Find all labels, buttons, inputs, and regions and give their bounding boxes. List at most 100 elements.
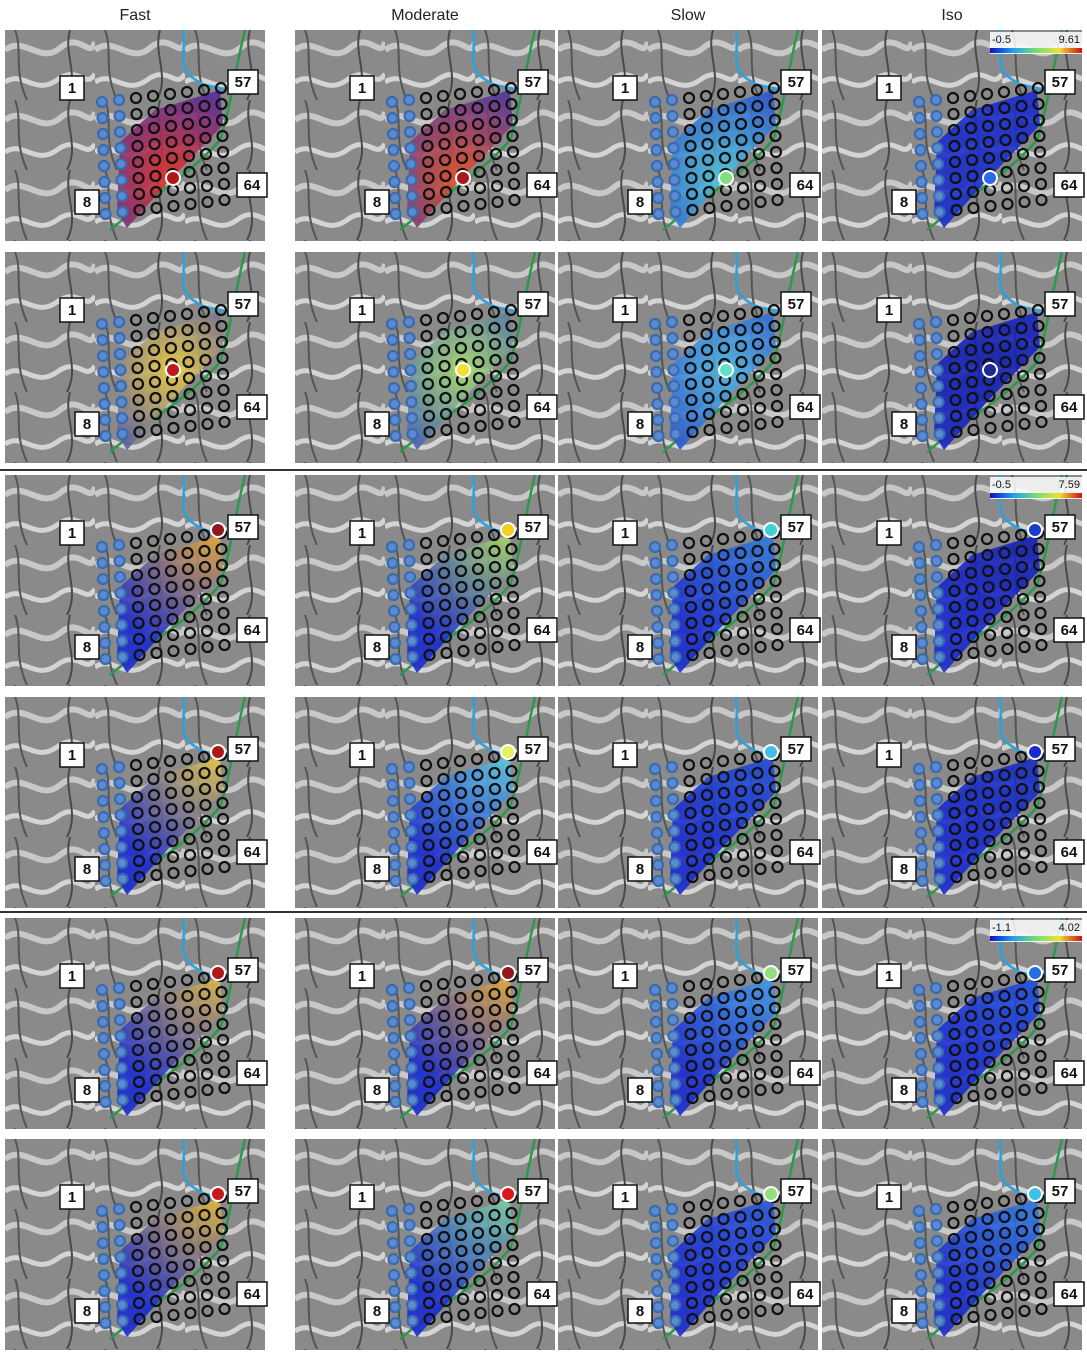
- electrode: [100, 415, 110, 425]
- electrode: [406, 1047, 416, 1057]
- electrode: [653, 399, 663, 409]
- electrode-label: 57: [1052, 74, 1069, 91]
- electrode: [918, 209, 928, 219]
- electrode: [99, 828, 109, 838]
- electrode-label: 8: [636, 1303, 644, 1320]
- column-header: Slow: [671, 7, 706, 24]
- electrode: [101, 1318, 111, 1328]
- colorbar-min: -1.1: [992, 922, 1011, 934]
- electrode: [935, 207, 945, 217]
- peak-electrode: [719, 363, 733, 377]
- electrode: [935, 429, 945, 439]
- electrode: [408, 1316, 418, 1326]
- electrode: [387, 985, 397, 995]
- electrode: [671, 1095, 681, 1105]
- electrode: [917, 1286, 927, 1296]
- electrode: [917, 1065, 927, 1075]
- electrode: [406, 365, 416, 375]
- electrode: [406, 1268, 416, 1278]
- electrode: [405, 778, 415, 788]
- electrode: [932, 333, 942, 343]
- electrode: [668, 1220, 678, 1230]
- electrode: [667, 762, 677, 772]
- electrode: [914, 97, 924, 107]
- electrode: [407, 1284, 417, 1294]
- electrode: [117, 191, 127, 201]
- electrode-label: 1: [885, 302, 893, 319]
- electrode: [387, 319, 397, 329]
- electrode: [671, 874, 681, 884]
- electrode: [117, 175, 127, 185]
- electrode: [389, 828, 399, 838]
- electrode: [114, 762, 124, 772]
- electrode: [668, 556, 678, 566]
- colorbar-min: -0.5: [992, 479, 1011, 491]
- electrode: [115, 1015, 125, 1025]
- electrode: [98, 129, 108, 139]
- electrode: [653, 1286, 663, 1296]
- electrode: [116, 1252, 126, 1262]
- electrode: [388, 113, 398, 123]
- electrode: [652, 1270, 662, 1280]
- electrode: [116, 588, 126, 598]
- electrode: [404, 762, 414, 772]
- electrode-label: 1: [68, 80, 76, 97]
- electrode: [387, 1206, 397, 1216]
- electrode-label: 8: [636, 1082, 644, 1099]
- electrode: [117, 397, 127, 407]
- electrode: [390, 860, 400, 870]
- electrode: [652, 606, 662, 616]
- electrode: [650, 542, 660, 552]
- electrode: [405, 127, 415, 137]
- electrode-label: 1: [621, 80, 629, 97]
- electrode: [99, 383, 109, 393]
- electrode-label: 8: [83, 1303, 91, 1320]
- electrode: [931, 983, 941, 993]
- electrode: [97, 764, 107, 774]
- electrode: [408, 874, 418, 884]
- electrode: [917, 415, 927, 425]
- electrode: [407, 1063, 417, 1073]
- electrode: [116, 1047, 126, 1057]
- electrode: [917, 399, 927, 409]
- electrode: [117, 636, 127, 646]
- electrode: [670, 191, 680, 201]
- column-header: Fast: [119, 7, 151, 24]
- electrode: [390, 638, 400, 648]
- electrode: [97, 542, 107, 552]
- electrode: [934, 858, 944, 868]
- electrode: [931, 1204, 941, 1214]
- electrode: [389, 590, 399, 600]
- electrode: [671, 652, 681, 662]
- peak-electrode: [983, 171, 997, 185]
- electrode: [652, 383, 662, 393]
- electrode: [98, 1238, 108, 1248]
- electrode-label: 1: [621, 968, 629, 985]
- electrode: [118, 652, 128, 662]
- electrode-label: 1: [358, 1189, 366, 1206]
- electrode: [405, 111, 415, 121]
- panel: 157864-0.57.59: [822, 475, 1084, 686]
- electrode: [652, 828, 662, 838]
- electrode: [99, 1049, 109, 1059]
- electrode: [670, 842, 680, 852]
- electrode-label: 64: [244, 1065, 261, 1082]
- electrode: [650, 97, 660, 107]
- electrode: [101, 431, 111, 441]
- electrode: [388, 335, 398, 345]
- electrode: [388, 1238, 398, 1248]
- electrode: [116, 826, 126, 836]
- electrode: [390, 177, 400, 187]
- electrode: [391, 1318, 401, 1328]
- electrode: [916, 606, 926, 616]
- electrode: [932, 556, 942, 566]
- electrode-label: 8: [900, 194, 908, 211]
- electrode: [408, 652, 418, 662]
- electrode: [931, 762, 941, 772]
- electrode: [404, 1204, 414, 1214]
- electrode: [668, 794, 678, 804]
- electrode: [389, 1049, 399, 1059]
- electrode: [934, 191, 944, 201]
- electrode: [117, 842, 127, 852]
- electrode: [651, 574, 661, 584]
